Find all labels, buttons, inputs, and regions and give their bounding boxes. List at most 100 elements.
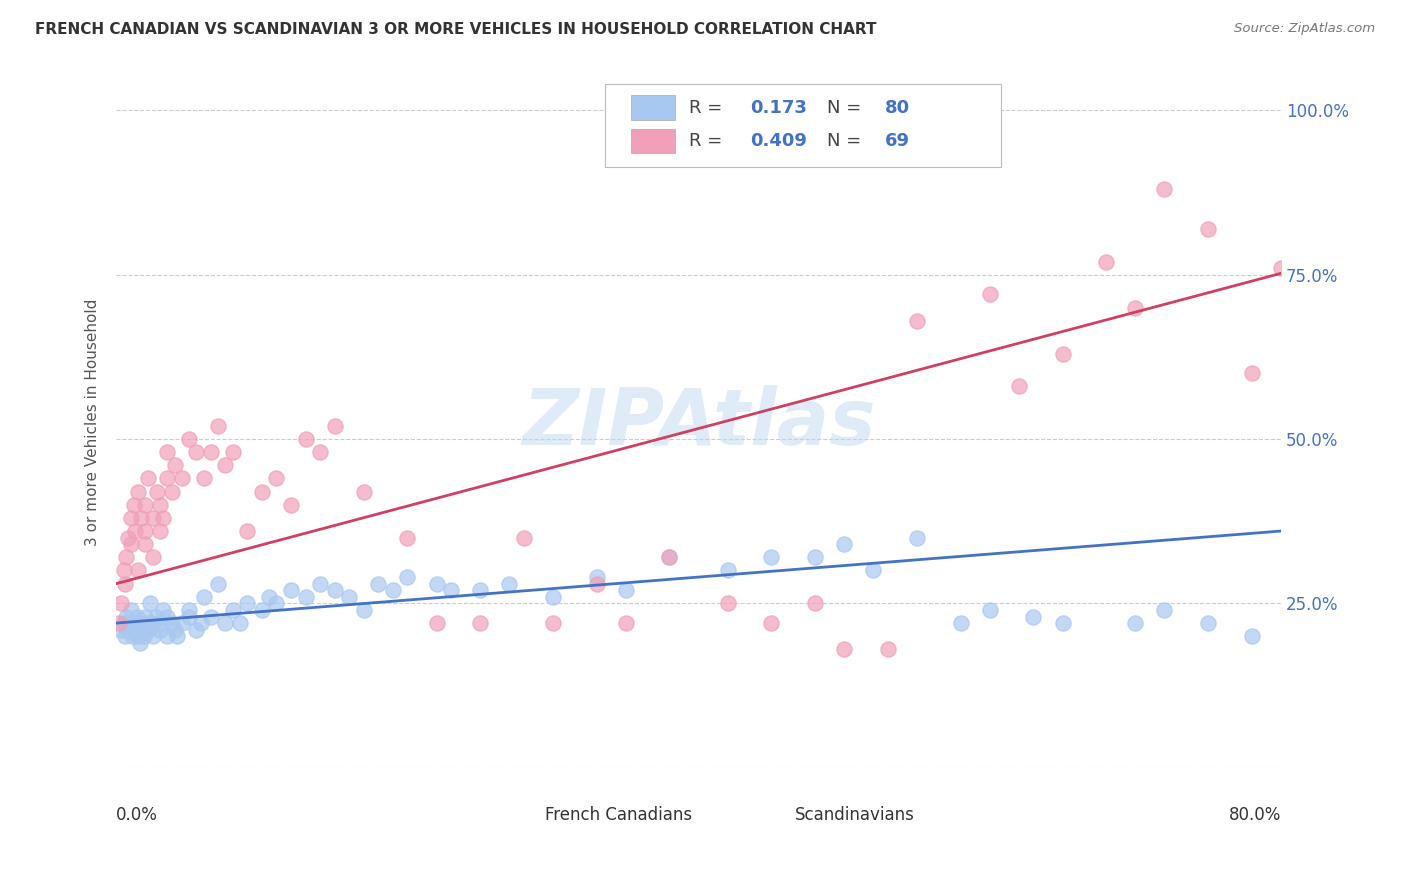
Point [125, 609, 148, 624]
Point [156, 445, 179, 459]
Point [979, 603, 1001, 617]
Point [266, 471, 288, 485]
Point [146, 484, 169, 499]
Point [717, 564, 740, 578]
Point [214, 616, 236, 631]
Point [1240, 629, 1263, 643]
Point [163, 458, 186, 473]
Text: 69: 69 [884, 132, 910, 150]
Point [134, 609, 156, 624]
Point [541, 590, 564, 604]
Point [149, 616, 172, 631]
Point [1022, 609, 1045, 624]
Point [127, 564, 149, 578]
Point [761, 616, 783, 631]
Point [658, 550, 681, 565]
Point [129, 623, 152, 637]
Point [160, 616, 183, 631]
Point [236, 524, 259, 538]
Point [193, 590, 215, 604]
Point [862, 564, 884, 578]
Point [440, 583, 463, 598]
Point [1197, 616, 1219, 631]
Point [163, 623, 186, 637]
Text: N =: N = [827, 132, 866, 150]
Point [120, 623, 142, 637]
Point [717, 596, 740, 610]
Point [280, 498, 302, 512]
Text: R =: R = [689, 132, 728, 150]
Point [142, 511, 165, 525]
Point [139, 596, 162, 610]
Point [229, 616, 252, 631]
Point [186, 623, 208, 637]
Point [309, 576, 332, 591]
Text: 80: 80 [884, 99, 910, 117]
Point [323, 418, 346, 433]
Point [832, 537, 855, 551]
Point [905, 314, 928, 328]
Point [222, 603, 245, 617]
Point [124, 623, 146, 637]
Point [214, 458, 236, 473]
Point [132, 629, 155, 643]
Point [513, 531, 536, 545]
Point [117, 623, 139, 637]
Point [353, 603, 375, 617]
Point [222, 445, 245, 459]
Point [156, 609, 179, 624]
Point [145, 609, 167, 624]
Point [832, 642, 855, 657]
Point [1386, 182, 1406, 196]
Point [949, 616, 972, 631]
Point [470, 616, 492, 631]
Point [186, 445, 208, 459]
Point [120, 511, 142, 525]
Point [193, 471, 215, 485]
Point [108, 616, 131, 631]
Point [170, 616, 193, 631]
Point [905, 531, 928, 545]
Point [280, 583, 302, 598]
Point [200, 609, 222, 624]
Point [128, 636, 150, 650]
Point [177, 609, 200, 624]
Point [177, 432, 200, 446]
Text: 0.409: 0.409 [749, 132, 807, 150]
Text: 0.0%: 0.0% [117, 805, 157, 823]
FancyBboxPatch shape [631, 128, 675, 153]
Point [136, 623, 159, 637]
Point [1052, 346, 1074, 360]
Point [112, 616, 135, 631]
Text: FRENCH CANADIAN VS SCANDINAVIAN 3 OR MORE VEHICLES IN HOUSEHOLD CORRELATION CHAR: FRENCH CANADIAN VS SCANDINAVIAN 3 OR MOR… [35, 22, 877, 37]
Point [156, 629, 179, 643]
Point [121, 629, 143, 643]
Point [152, 511, 174, 525]
Point [114, 576, 136, 591]
Point [129, 511, 152, 525]
Point [396, 570, 419, 584]
Point [110, 623, 132, 637]
Point [134, 524, 156, 538]
Point [367, 576, 389, 591]
Point [250, 603, 273, 617]
Point [142, 629, 165, 643]
Point [266, 596, 288, 610]
Point [190, 616, 212, 631]
FancyBboxPatch shape [631, 95, 675, 120]
Text: ZIPAtlas: ZIPAtlas [522, 384, 876, 460]
Point [122, 498, 145, 512]
Point [115, 550, 138, 565]
Point [120, 603, 142, 617]
Point [294, 590, 316, 604]
Point [585, 576, 607, 591]
Point [353, 484, 375, 499]
Point [498, 576, 520, 591]
Point [118, 616, 141, 631]
Point [122, 616, 145, 631]
Point [131, 616, 153, 631]
Point [134, 623, 156, 637]
Point [142, 550, 165, 565]
Point [160, 484, 183, 499]
Point [1125, 616, 1147, 631]
